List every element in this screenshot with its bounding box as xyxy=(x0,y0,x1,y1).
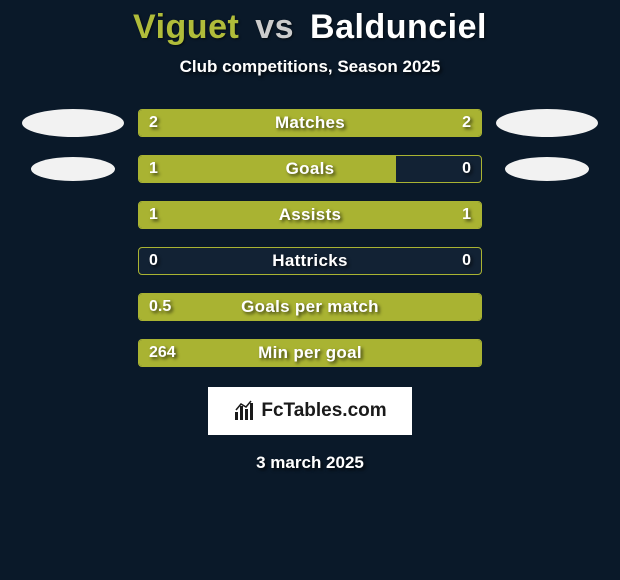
stat-label: Goals per match xyxy=(139,294,481,320)
stat-bar: Goals per match0.5 xyxy=(138,293,482,321)
stat-bar: Assists1 1 xyxy=(138,201,482,229)
avatar-ellipse-icon xyxy=(22,109,124,137)
player-left-avatar xyxy=(18,155,128,183)
date-text: 3 march 2025 xyxy=(256,453,364,473)
avatar-ellipse-icon xyxy=(496,109,598,137)
stat-row: Goals1 0 xyxy=(0,155,620,183)
stat-value-left: 0 xyxy=(149,248,158,274)
stat-value-left: 2 xyxy=(149,110,158,136)
comparison-title: Viguet vs Baldunciel xyxy=(133,8,487,47)
logo-text: FcTables.com xyxy=(261,400,386,422)
stat-row: Goals per match0.5 xyxy=(0,293,620,321)
stat-label: Matches xyxy=(139,110,481,136)
stat-value-right: 0 xyxy=(462,156,471,182)
stat-bar: Hattricks0 0 xyxy=(138,247,482,275)
stat-value-right: 1 xyxy=(462,202,471,228)
vs-text: vs xyxy=(255,8,294,46)
player-right-avatar xyxy=(492,155,602,183)
stat-value-left: 1 xyxy=(149,156,158,182)
stat-row: Assists1 1 xyxy=(0,201,620,229)
stat-value-left: 0.5 xyxy=(149,294,171,320)
stat-row: Min per goal264 xyxy=(0,339,620,367)
stat-bar: Matches2 2 xyxy=(138,109,482,137)
stat-label: Min per goal xyxy=(139,340,481,366)
player-left-name: Viguet xyxy=(133,8,239,46)
player-left-avatar xyxy=(18,109,128,137)
stat-value-right: 2 xyxy=(462,110,471,136)
stat-bar: Goals1 0 xyxy=(138,155,482,183)
stat-label: Assists xyxy=(139,202,481,228)
stat-value-left: 264 xyxy=(149,340,176,366)
infographic-container: Viguet vs Baldunciel Club competitions, … xyxy=(0,0,620,580)
stat-label: Hattricks xyxy=(139,248,481,274)
stat-value-right: 0 xyxy=(462,248,471,274)
stat-row: Matches2 2 xyxy=(0,109,620,137)
stat-value-left: 1 xyxy=(149,202,158,228)
avatar-ellipse-icon xyxy=(505,157,589,181)
logo-box: FcTables.com xyxy=(208,387,412,435)
stat-row: Hattricks0 0 xyxy=(0,247,620,275)
stat-bar: Min per goal264 xyxy=(138,339,482,367)
comparison-chart: Matches22Goals10Assists11Hattricks00Goal… xyxy=(0,109,620,367)
player-right-name: Baldunciel xyxy=(310,8,487,46)
stat-label: Goals xyxy=(139,156,481,182)
player-right-avatar xyxy=(492,109,602,137)
avatar-ellipse-icon xyxy=(31,157,115,181)
subtitle-text: Club competitions, Season 2025 xyxy=(180,57,441,77)
chart-bars-icon xyxy=(233,400,255,422)
